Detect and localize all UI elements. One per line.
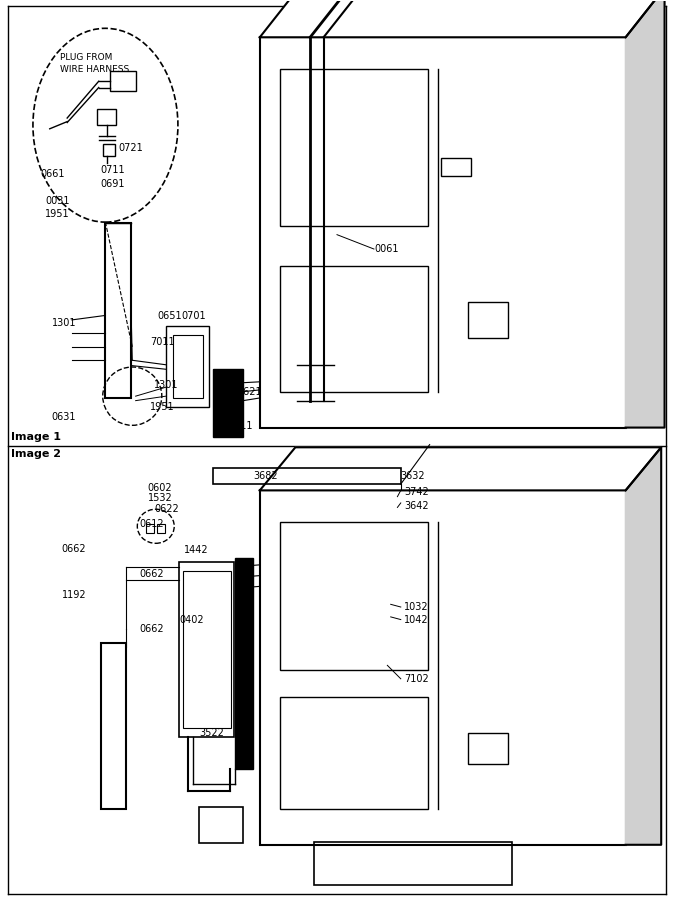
Text: 1951: 1951 [45,209,69,219]
Text: 0031: 0031 [45,195,69,205]
Text: 1192: 1192 [62,590,86,600]
Text: 0611: 0611 [228,421,253,431]
Text: 0402: 0402 [179,616,204,625]
Text: 0691: 0691 [100,178,125,188]
Text: 0622: 0622 [154,504,179,514]
Text: 0631: 0631 [52,412,76,422]
Text: 0061: 0061 [374,244,398,254]
Text: 3682: 3682 [253,471,278,481]
Text: 0662: 0662 [62,544,86,554]
Circle shape [33,28,178,222]
Text: 0711: 0711 [100,165,125,176]
Polygon shape [259,0,665,37]
Polygon shape [259,447,661,491]
Text: 0612: 0612 [139,518,164,528]
Text: 7011: 7011 [150,338,175,347]
Text: 0701: 0701 [181,311,206,321]
Polygon shape [235,558,253,769]
Polygon shape [625,447,661,845]
Text: 1032: 1032 [404,602,429,612]
Text: Image 1: Image 1 [11,432,61,442]
Text: 0662: 0662 [139,569,164,579]
Text: 3642: 3642 [404,500,429,510]
Text: 0721: 0721 [119,142,144,153]
Polygon shape [625,0,665,428]
Text: 0651: 0651 [157,311,182,321]
Text: 1301: 1301 [154,380,179,390]
Text: 3522: 3522 [200,727,224,738]
Text: 3632: 3632 [401,471,425,481]
Text: 1951: 1951 [150,402,175,412]
Text: Image 2: Image 2 [11,449,61,459]
Text: 0661: 0661 [40,168,65,179]
Polygon shape [213,369,243,436]
Text: 1042: 1042 [404,615,429,625]
Text: 3742: 3742 [404,487,429,497]
Text: PLUG FROM
WIRE HARNESS: PLUG FROM WIRE HARNESS [61,53,129,74]
Text: 1442: 1442 [184,545,208,555]
Text: 0662: 0662 [139,625,164,634]
Text: 7102: 7102 [404,674,429,684]
Text: 1301: 1301 [52,318,76,328]
Text: 0602: 0602 [148,482,173,492]
Text: 0621: 0621 [238,387,262,397]
Text: 1532: 1532 [148,493,173,503]
